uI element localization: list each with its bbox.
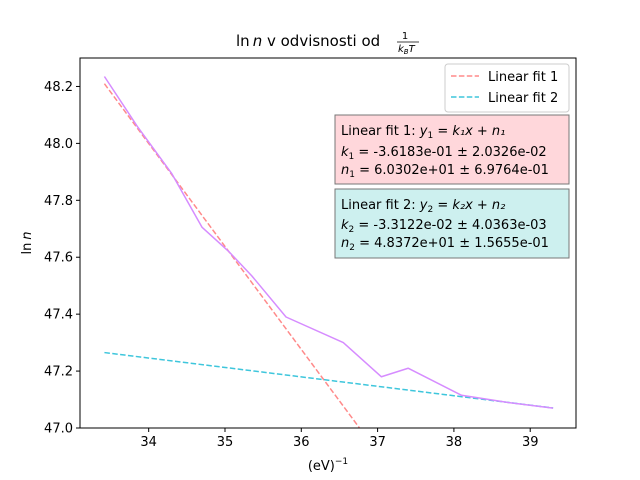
fit1-annotation-frame [334, 114, 570, 185]
fit2-line [104, 351, 554, 409]
y-tick-label: 47.6 [44, 251, 73, 266]
fit2-slope-line: k2 = -3.3122e-02 ± 4.0363e-03 [341, 218, 547, 235]
legend-label-fit2: Linear fit 2 [488, 91, 558, 106]
y-axis-label: lnn [20, 231, 35, 254]
fit1-intercept-line: n1 = 6.0302e+01 ± 6.9764e-01 [341, 163, 549, 180]
title-frac-numerator: 1 [402, 31, 408, 42]
fit1-annotation-box: Linear fit 1: y1 = k₁x + n₁ k1 = -3.6183… [334, 114, 570, 185]
fit2-annotation-frame [334, 188, 570, 259]
legend-label-fit1: Linear fit 1 [488, 70, 558, 85]
y-tick-label: 48.2 [44, 80, 73, 95]
y-tick-label: 47.0 [44, 422, 73, 437]
fit2-annotation-box: Linear fit 2: y2 = k₂x + n₂ k2 = -3.3122… [334, 188, 570, 259]
x-tick-label: 34 [140, 435, 157, 450]
fit1-slope-line: k1 = -3.6183e-01 ± 2.0326e-02 [341, 145, 547, 162]
x-tick-label: 39 [522, 435, 539, 450]
x-axis-ticks: 34 35 36 37 38 39 [140, 428, 538, 450]
y-tick-label: 47.2 [44, 365, 73, 380]
plot-area [103, 76, 554, 428]
title-text: ln n v odvisnosti od [236, 32, 380, 50]
y-tick-label: 48.0 [44, 137, 73, 152]
fit2-intercept-line: n2 = 4.8372e+01 ± 1.5655e-01 [341, 236, 549, 253]
legend: Linear fit 1 Linear fit 2 [444, 63, 570, 113]
x-tick-label: 35 [217, 435, 234, 450]
fit2-equation-line: Linear fit 2: y2 = k₂x + n₂ [341, 198, 505, 215]
y-tick-label: 47.4 [44, 308, 73, 323]
x-axis-label: (eV)−1 [308, 457, 348, 474]
chart-title: ln n v odvisnosti od 1 kBT [236, 31, 419, 56]
data-series-line [103, 76, 554, 409]
y-tick-label: 47.8 [44, 194, 73, 209]
y-axis-ticks: 47.0 47.2 47.4 47.6 47.8 48.0 48.2 [44, 80, 80, 437]
x-tick-label: 38 [446, 435, 463, 450]
axes-frame [79, 57, 577, 429]
title-frac-denominator: kBT [398, 44, 416, 56]
x-tick-label: 36 [293, 435, 310, 450]
x-tick-label: 37 [369, 435, 386, 450]
fit1-equation-line: Linear fit 1: y1 = k₁x + n₁ [341, 124, 505, 141]
